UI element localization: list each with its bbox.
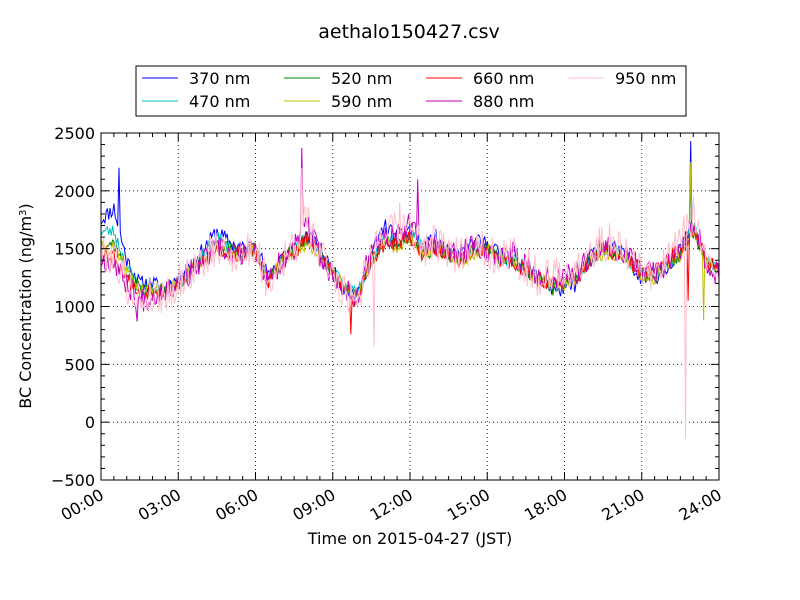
legend-box <box>135 65 687 117</box>
series-line-6 <box>101 167 719 439</box>
legend: 370 nm 470 nm 520 nm 590 nm 660 nm 880 nm 950 … <box>135 65 687 117</box>
legend-label: 520 nm <box>331 69 392 88</box>
y-axis-label-end: ) <box>16 203 35 209</box>
legend-label: 660 nm <box>473 69 534 88</box>
y-tick-label: 1500 <box>54 240 95 259</box>
y-tick-label: 0 <box>85 413 95 432</box>
y-tick-label: 2500 <box>54 124 95 143</box>
y-tick-label: 2000 <box>54 182 95 201</box>
legend-label: 370 nm <box>189 69 250 88</box>
y-axis-label: BC Concentration (ng/m3) <box>16 203 35 408</box>
chart-title: aethalo150427.csv <box>318 21 500 43</box>
legend-label: 590 nm <box>331 92 392 111</box>
y-tick-label: −500 <box>51 471 95 490</box>
y-tick-label: 1000 <box>54 298 95 317</box>
series-group <box>101 141 719 439</box>
y-tick-label: 500 <box>64 355 95 374</box>
y-axis-label-main: BC Concentration (ng/m <box>16 216 35 409</box>
legend-label: 880 nm <box>473 92 534 111</box>
legend-label: 950 nm <box>615 69 676 88</box>
y-axis-label-sup: 3 <box>18 210 29 216</box>
x-axis-label: Time on 2015-04-27 (JST) <box>307 529 512 548</box>
series-line-5 <box>101 147 719 322</box>
legend-label: 470 nm <box>189 92 250 111</box>
